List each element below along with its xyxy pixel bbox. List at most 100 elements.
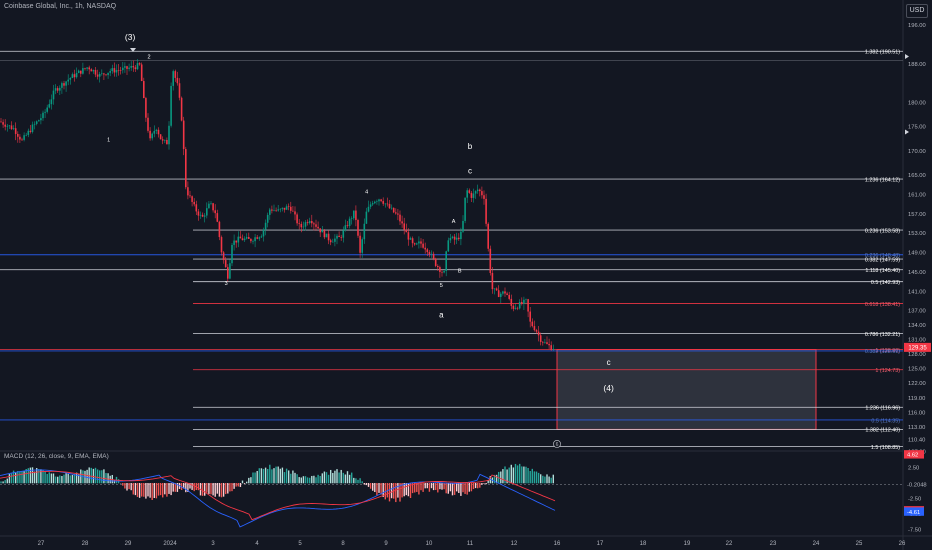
candle-body xyxy=(243,238,246,241)
time-tick-label: 19 xyxy=(684,541,691,547)
candle-body xyxy=(449,237,452,241)
wave-label-4: 4 xyxy=(365,189,368,195)
macd-bar xyxy=(134,483,137,496)
candle-body xyxy=(65,81,67,86)
macd-signal-line xyxy=(0,470,556,521)
fib-level-label-15: 1.5 (108.85) xyxy=(871,445,900,451)
macd-bar xyxy=(201,483,204,496)
macd-bar xyxy=(227,483,229,494)
macd-bar xyxy=(2,481,4,484)
fib-level-label-6: 0.5 (142.93) xyxy=(871,280,900,286)
macd-bar xyxy=(357,479,359,484)
macd-bar xyxy=(451,483,454,496)
macd-bar xyxy=(145,483,147,499)
macd-bar xyxy=(229,483,231,492)
candle-body xyxy=(199,214,202,216)
candle-body xyxy=(103,73,105,75)
price-candles xyxy=(0,58,555,351)
macd-bar xyxy=(334,470,336,484)
candle-body xyxy=(304,222,307,227)
price-tick-label: 113.00 xyxy=(908,425,925,431)
current-price-tag xyxy=(904,342,931,352)
candle-body xyxy=(296,214,298,224)
candle-body xyxy=(409,238,412,240)
macd-bar xyxy=(420,483,422,491)
time-tick-label: 22 xyxy=(726,541,733,547)
macd-bar xyxy=(348,474,351,484)
macd-bar xyxy=(10,473,13,484)
macd-bar xyxy=(136,483,139,497)
candle-body xyxy=(266,214,269,223)
candle-body xyxy=(531,321,534,327)
macd-bar xyxy=(105,473,107,484)
macd-bar xyxy=(155,483,158,499)
macd-bar xyxy=(212,483,214,496)
candle-body xyxy=(424,247,426,250)
candle-body xyxy=(241,238,244,241)
candle-body xyxy=(502,291,504,294)
candle-body xyxy=(439,267,441,272)
macd-bar xyxy=(466,483,468,495)
candle-body xyxy=(420,241,422,244)
macd-bar xyxy=(40,469,42,484)
macd-bar xyxy=(61,476,63,484)
candle-body xyxy=(138,63,141,65)
macd-bar xyxy=(48,472,50,484)
candle-body xyxy=(258,237,261,239)
fib-level-label-12: 1.236 (116.96) xyxy=(865,406,900,412)
macd-bar xyxy=(380,483,382,495)
macd-bar xyxy=(449,483,452,492)
candle-body xyxy=(281,207,284,209)
candle-body xyxy=(54,88,57,91)
candle-body xyxy=(86,67,88,69)
macd-bar xyxy=(493,474,496,484)
macd-bar xyxy=(122,483,124,486)
macd-bar xyxy=(33,471,36,484)
candle-body xyxy=(80,70,82,74)
macd-bar xyxy=(52,473,55,484)
candle-body xyxy=(401,221,403,224)
candle-body xyxy=(313,223,315,225)
macd-bar xyxy=(483,483,485,484)
candle-body xyxy=(455,237,458,240)
macd-bar xyxy=(88,467,90,484)
macd-bar xyxy=(157,483,160,496)
macd-bar xyxy=(4,480,6,484)
macd-bar xyxy=(283,472,286,484)
price-tick-label: 188.00 xyxy=(908,62,926,68)
candle-body xyxy=(353,210,355,219)
macd-bar xyxy=(149,483,151,498)
wave-label-6: A xyxy=(452,219,456,225)
macd-bar xyxy=(502,469,504,484)
macd-bar xyxy=(306,477,309,484)
candle-body xyxy=(426,249,429,253)
macd-bar xyxy=(8,474,11,484)
macd-bar xyxy=(531,468,533,484)
candle-body xyxy=(481,191,483,196)
macd-bar xyxy=(508,467,510,484)
macd-bar xyxy=(365,483,368,486)
macd-bar xyxy=(44,471,46,484)
candle-body xyxy=(17,133,19,137)
macd-bar xyxy=(372,483,374,491)
wave-label-2: 1 xyxy=(107,137,110,143)
wave-label-3: 3 xyxy=(225,281,228,287)
candle-body xyxy=(357,220,359,236)
fib-level-label-14: 1.382 (112.40) xyxy=(865,428,900,434)
macd-bar xyxy=(363,483,365,485)
macd-bar xyxy=(50,473,53,484)
macd-bar xyxy=(96,469,99,484)
candle-body xyxy=(260,236,263,238)
candle-body xyxy=(277,209,279,211)
macd-bar xyxy=(256,471,258,484)
candle-body xyxy=(67,79,69,82)
macd-bar xyxy=(73,473,76,484)
macd-bar xyxy=(15,472,17,484)
candle-body xyxy=(327,233,330,241)
wave-label-5: 5 xyxy=(440,283,443,289)
currency-button[interactable]: USD xyxy=(906,4,928,18)
candle-body xyxy=(525,299,527,300)
macd-bar xyxy=(441,483,443,490)
candle-body xyxy=(254,237,256,242)
